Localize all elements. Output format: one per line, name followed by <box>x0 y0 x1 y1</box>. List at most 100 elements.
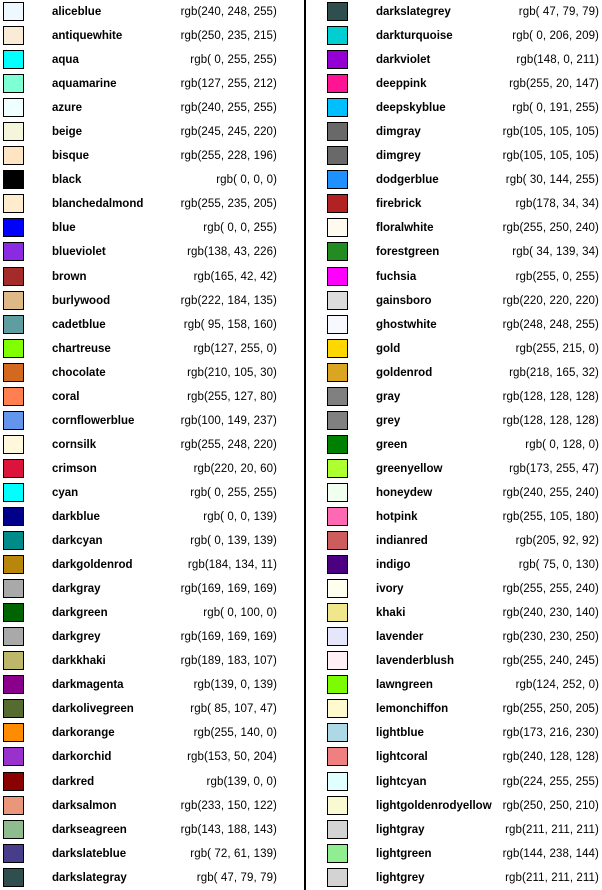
color-swatch <box>3 266 24 286</box>
color-swatch <box>327 386 348 406</box>
color-name: deeppink <box>376 78 427 91</box>
table-row: aqua rgb( 0, 255, 255) <box>0 48 304 72</box>
color-name: deepskyblue <box>376 102 446 115</box>
color-swatch <box>327 771 348 791</box>
table-row: lightgoldenrodyellow rgb(250, 250, 210) <box>306 794 602 818</box>
color-swatch <box>3 314 24 334</box>
table-row: cornflowerblue rgb(100, 149, 237) <box>0 409 304 433</box>
color-swatch <box>3 242 24 262</box>
color-name: firebrick <box>376 198 422 211</box>
color-rgb-value: rgb(224, 255, 255) <box>502 775 599 788</box>
table-row: green rgb( 0, 128, 0) <box>306 433 602 457</box>
color-swatch <box>3 627 24 647</box>
color-swatch <box>3 410 24 430</box>
color-name: grey <box>376 414 401 427</box>
color-name: blueviolet <box>52 246 106 259</box>
color-swatch <box>327 482 348 502</box>
color-swatch <box>3 699 24 719</box>
color-rgb-value: rgb(127, 255, 212) <box>180 78 277 91</box>
color-swatch <box>327 506 348 526</box>
table-row: darkgrey rgb(169, 169, 169) <box>0 625 304 649</box>
color-swatch <box>3 290 24 310</box>
color-swatch <box>327 242 348 262</box>
color-name: crimson <box>52 462 97 475</box>
table-row: indigo rgb( 75, 0, 130) <box>306 553 602 577</box>
color-rgb-value: rgb( 34, 139, 34) <box>512 246 599 259</box>
color-rgb-value: rgb(255, 215, 0) <box>515 342 599 355</box>
color-rgb-value: rgb(144, 238, 144) <box>502 847 599 860</box>
table-row: aquamarine rgb(127, 255, 212) <box>0 72 304 96</box>
color-rgb-value: rgb(220, 220, 220) <box>502 294 599 307</box>
color-swatch <box>327 314 348 334</box>
color-rgb-value: rgb(189, 183, 107) <box>180 655 277 668</box>
color-rgb-value: rgb(250, 235, 215) <box>180 30 277 43</box>
color-rgb-value: rgb(138, 43, 226) <box>187 246 277 259</box>
table-row: forestgreen rgb( 34, 139, 34) <box>306 240 602 264</box>
color-rgb-value: rgb( 47, 79, 79) <box>196 871 277 884</box>
color-name: goldenrod <box>376 366 433 379</box>
table-row: lightcoral rgb(240, 128, 128) <box>306 745 602 769</box>
color-name: darkorchid <box>52 751 112 764</box>
color-rgb-value: rgb( 0, 0, 139) <box>203 511 277 523</box>
color-name: aquamarine <box>52 78 117 91</box>
color-swatch <box>327 627 348 647</box>
color-name: indigo <box>376 559 411 572</box>
color-name: ghostwhite <box>376 318 437 331</box>
color-rgb-value: rgb(105, 105, 105) <box>502 126 599 139</box>
color-name: darkturquoise <box>376 30 453 43</box>
color-name: darkorange <box>52 727 115 740</box>
color-name: gray <box>376 390 401 403</box>
table-row: deeppink rgb(255, 20, 147) <box>306 72 602 96</box>
table-row: darkgreen rgb( 0, 100, 0) <box>0 601 304 625</box>
color-rgb-value: rgb(248, 248, 255) <box>502 318 599 331</box>
color-name: cadetblue <box>52 318 106 331</box>
color-name: cornflowerblue <box>52 414 135 427</box>
table-row: darkcyan rgb( 0, 139, 139) <box>0 529 304 553</box>
color-rgb-value: rgb( 0, 100, 0) <box>203 607 277 620</box>
color-name: darkolivegreen <box>52 703 134 716</box>
color-rgb-value: rgb(211, 211, 211) <box>505 871 599 884</box>
color-swatch <box>3 867 24 887</box>
color-rgb-value: rgb( 85, 107, 47) <box>190 703 277 716</box>
color-rgb-value: rgb(210, 105, 30) <box>187 366 277 379</box>
table-row: dodgerblue rgb( 30, 144, 255) <box>306 168 602 192</box>
color-name: gold <box>376 342 401 355</box>
table-row: lavender rgb(230, 230, 250) <box>306 625 602 649</box>
color-rgb-value: rgb( 95, 158, 160) <box>183 318 277 331</box>
color-swatch <box>327 2 348 21</box>
color-rgb-value: rgb(222, 184, 135) <box>180 294 277 307</box>
table-row: darkgray rgb(169, 169, 169) <box>0 577 304 601</box>
table-row: lightcyan rgb(224, 255, 255) <box>306 770 602 794</box>
table-row: darkgoldenrod rgb(184, 134, 11) <box>0 553 304 577</box>
table-row: chartreuse rgb(127, 255, 0) <box>0 337 304 361</box>
table-row: darkseagreen rgb(143, 188, 143) <box>0 818 304 842</box>
color-swatch <box>327 747 348 767</box>
color-swatch <box>3 651 24 671</box>
table-row: black rgb( 0, 0, 0) <box>0 168 304 192</box>
color-rgb-value: rgb(240, 128, 128) <box>502 751 599 764</box>
color-name: blanchedalmond <box>52 198 144 211</box>
color-swatch <box>3 747 24 767</box>
color-name: gainsboro <box>376 294 432 307</box>
color-swatch <box>3 555 24 575</box>
table-row: cyan rgb( 0, 255, 255) <box>0 481 304 505</box>
color-rgb-value: rgb(165, 42, 42) <box>193 270 277 283</box>
color-swatch <box>327 194 348 214</box>
color-name: aqua <box>52 54 79 67</box>
table-row: antiquewhite rgb(250, 235, 215) <box>0 24 304 48</box>
color-name: darkslategray <box>52 871 127 884</box>
table-row: ivory rgb(255, 255, 240) <box>306 577 602 601</box>
color-rgb-value: rgb(139, 0, 0) <box>206 775 277 788</box>
color-name: cornsilk <box>52 438 97 451</box>
color-name: floralwhite <box>376 222 434 235</box>
color-rgb-value: rgb( 0, 255, 255) <box>190 54 277 67</box>
table-row: bisque rgb(255, 228, 196) <box>0 144 304 168</box>
color-rgb-value: rgb( 0, 0, 255) <box>203 222 277 235</box>
color-swatch <box>327 819 348 839</box>
color-rgb-value: rgb( 72, 61, 139) <box>190 847 277 860</box>
color-rgb-value: rgb(255, 0, 255) <box>515 270 599 283</box>
color-name: darkgoldenrod <box>52 559 133 572</box>
table-row: lawngreen rgb(124, 252, 0) <box>306 673 602 697</box>
table-row: lightblue rgb(173, 216, 230) <box>306 721 602 745</box>
